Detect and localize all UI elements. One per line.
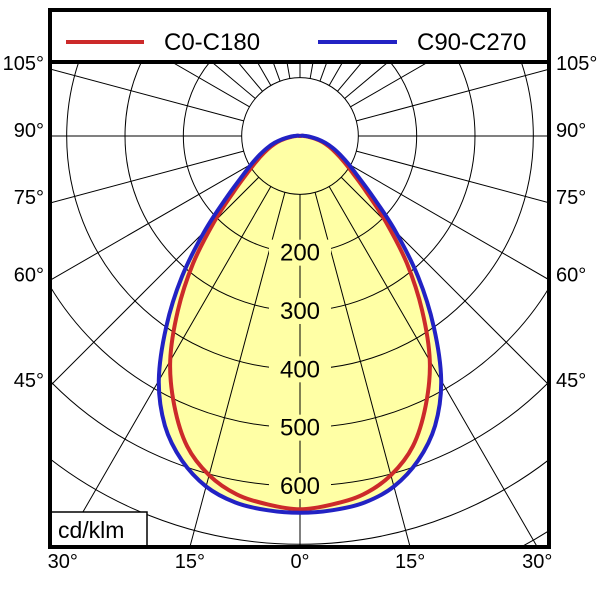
unit-label: cd/klm [58, 517, 124, 543]
angle-label-left-75: 75° [14, 187, 44, 209]
angle-ray-up-40 [237, 62, 263, 92]
angle-label-right-90: 90° [556, 120, 586, 142]
angle-ray-105 [50, 68, 244, 122]
angle-ray-60 [50, 164, 250, 281]
angle-label-bottom-0: 30° [48, 551, 78, 573]
angle-label-left-45: 45° [14, 370, 44, 392]
angle-ray-up-10 [286, 62, 291, 79]
radial-tick-label-bg [269, 239, 331, 266]
angle-ray-up-60 [350, 62, 429, 108]
angle-label-bottom-2: 0° [290, 551, 309, 573]
radial-tick-label: 600 [280, 473, 320, 500]
angle-ray-105 [356, 68, 549, 122]
angle-ray-75 [356, 150, 549, 204]
radial-tick-label: 300 [280, 298, 320, 325]
angle-label-bottom-1: 15° [175, 551, 205, 573]
angle-ray-up-50 [344, 62, 389, 99]
angle-label-left-105: 105° [3, 53, 44, 75]
legend-label-c90: C90-C270 [417, 29, 526, 56]
angle-label-right-105: 105° [556, 53, 597, 75]
angle-ray-30 [62, 186, 272, 547]
angle-ray-up-40 [337, 62, 363, 92]
angle-ray-up-20 [319, 62, 328, 82]
angle-ray-up-50 [211, 62, 256, 99]
angle-ray-30 [328, 186, 538, 547]
angle-ray-up-60 [171, 62, 250, 108]
angle-ray-up-30 [328, 62, 344, 86]
radial-tick-label-bg [269, 356, 331, 383]
legend: C0-C180 C90-C270 [66, 29, 526, 56]
angle-label-bottom-3: 15° [395, 551, 425, 573]
angle-label-right-45: 45° [556, 370, 586, 392]
radial-tick-label-bg [269, 472, 331, 499]
chart-frame [48, 8, 551, 549]
radial-tick-label-bg [269, 297, 331, 324]
angle-label-left-90: 90° [14, 120, 44, 142]
radial-tick-label: 500 [280, 415, 320, 442]
angle-ray-45 [50, 176, 260, 387]
radial-tick-label: 200 [280, 240, 320, 267]
legend-label-c0: C0-C180 [164, 29, 260, 56]
angle-ray-up-20 [272, 62, 281, 82]
radial-tick-label-bg [269, 414, 331, 441]
angle-ray-45 [340, 176, 549, 386]
angle-ray-up-10 [309, 62, 314, 79]
angle-ray-60 [350, 164, 549, 281]
angle-label-bottom-4: 30° [522, 551, 552, 573]
angle-label-right-75: 75° [556, 187, 586, 209]
angle-label-left-60: 60° [14, 264, 44, 286]
angle-ray-up-30 [256, 62, 272, 86]
curve-c90-c270 [156, 133, 444, 515]
unit-box [49, 511, 148, 548]
angle-ray-75 [50, 150, 244, 204]
radial-tick-label: 400 [280, 356, 320, 383]
angle-label-right-60: 60° [556, 264, 586, 286]
